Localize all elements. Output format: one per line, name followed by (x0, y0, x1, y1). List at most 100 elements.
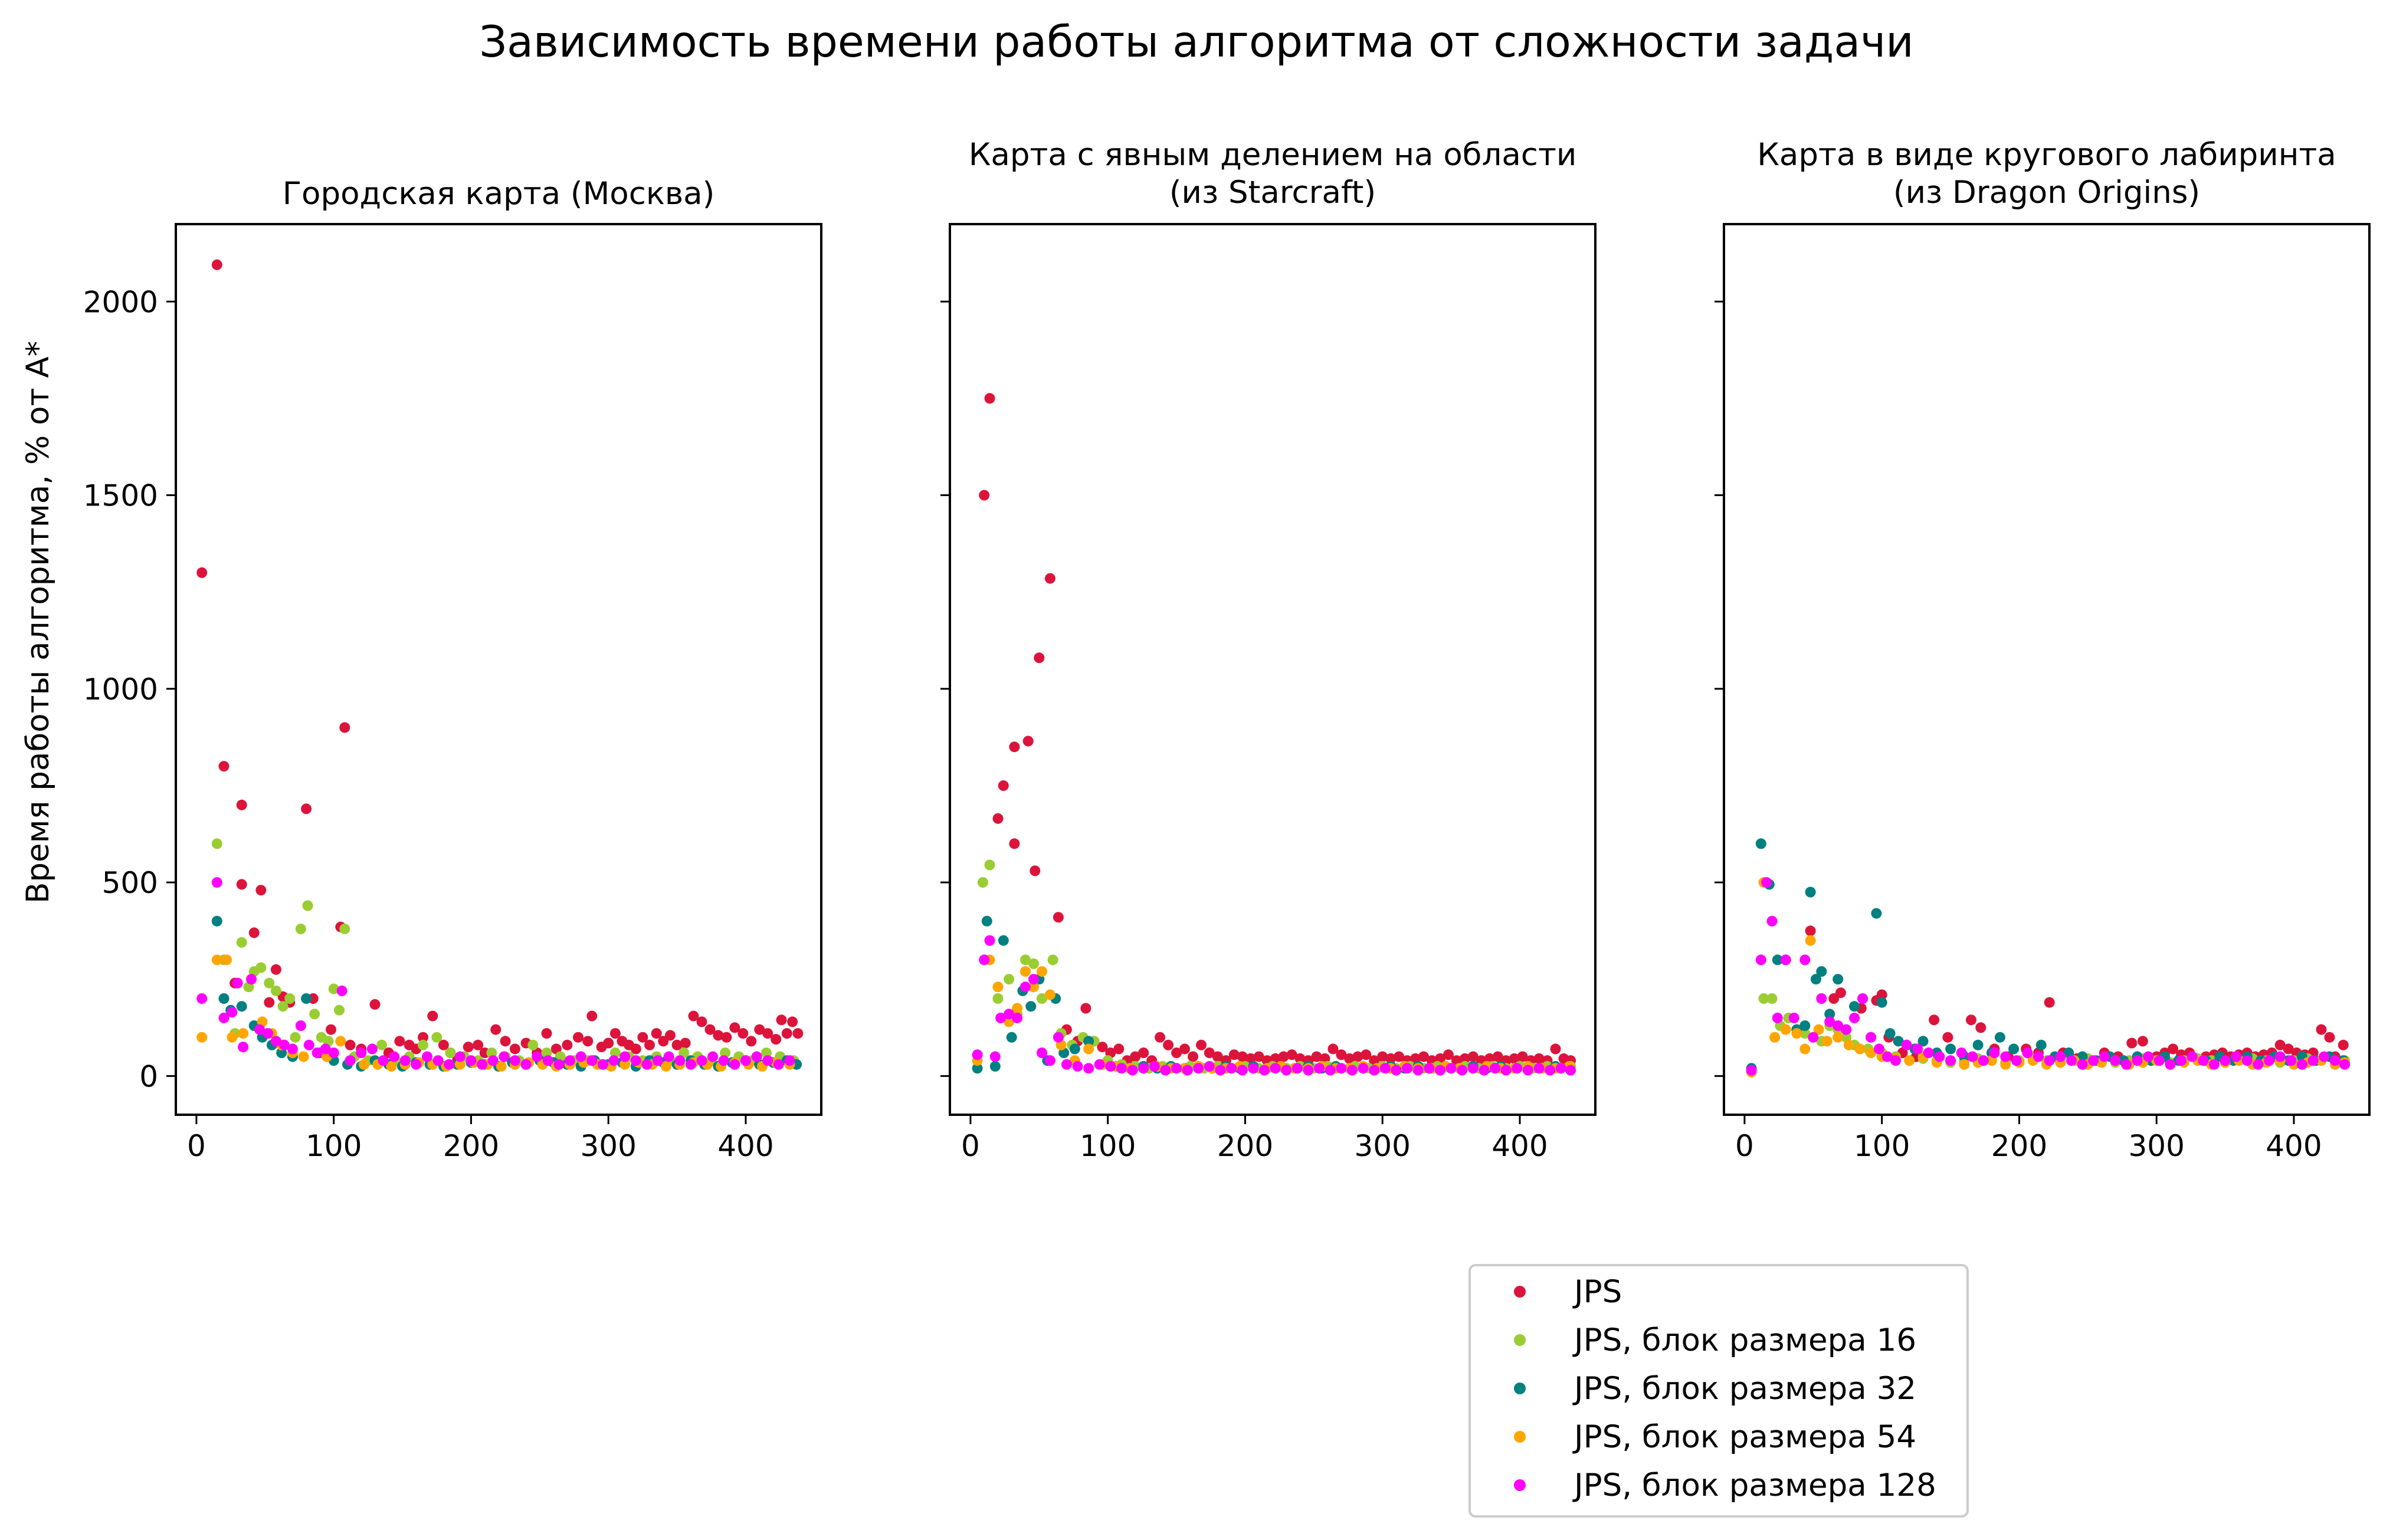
data-point (1083, 1043, 1094, 1055)
data-point (1512, 1063, 1523, 1074)
data-point (1876, 997, 1887, 1008)
legend-label: JPS, блок размера 16 (1572, 1322, 1916, 1358)
x-tick-label: 400 (1491, 1129, 1548, 1163)
data-point (573, 1032, 584, 1043)
data-point (1022, 735, 1034, 747)
data-point (227, 1007, 238, 1017)
data-point (477, 1059, 488, 1070)
data-point (979, 490, 990, 501)
data-point (196, 993, 208, 1004)
data-point (1813, 1024, 1824, 1035)
data-point (1490, 1063, 1501, 1074)
data-point (1385, 1053, 1397, 1064)
legend-item-block-32: JPS, блок размера 32 (1514, 1371, 1916, 1407)
data-point (335, 1036, 346, 1047)
data-point (339, 722, 350, 733)
legend-marker (1514, 1383, 1526, 1394)
data-point (989, 1051, 1001, 1062)
data-point (1281, 1065, 1292, 1076)
data-point (255, 962, 267, 973)
data-point (2283, 1043, 2294, 1055)
data-point (255, 885, 267, 896)
data-point (264, 977, 275, 989)
data-point (1155, 1032, 1166, 1043)
data-point (2286, 1055, 2297, 1066)
data-point (1072, 1060, 1083, 1072)
data-point (1994, 1032, 2005, 1043)
x-tick-label: 200 (443, 1129, 499, 1163)
data-point (1215, 1065, 1226, 1076)
data-point (1025, 1001, 1037, 1012)
data-point (784, 1055, 795, 1066)
data-point (2338, 1039, 2349, 1050)
data-point (1237, 1065, 1248, 1076)
data-point (597, 1059, 608, 1070)
axes-frame (175, 223, 822, 1116)
legend-item-jps: JPS (1514, 1274, 1622, 1310)
data-point (1761, 877, 1772, 888)
data-point (718, 1055, 729, 1066)
data-point (2296, 1059, 2307, 1070)
data-point (721, 1032, 732, 1043)
data-point (1772, 1012, 1783, 1023)
data-point (754, 1024, 765, 1035)
data-point (781, 1028, 792, 1039)
data-point (1758, 993, 1769, 1004)
data-point (1171, 1048, 1182, 1058)
data-point (1912, 1043, 1923, 1055)
subplot-title: Городская карта (Москва) (283, 176, 715, 212)
data-point (1945, 1043, 1956, 1055)
data-point (309, 1009, 320, 1020)
data-point (1780, 954, 1791, 966)
data-point (995, 1012, 1007, 1023)
data-point (1766, 993, 1778, 1004)
subplot-title: (из Starcraft) (1169, 175, 1376, 211)
data-point (1833, 1020, 1844, 1031)
data-point (762, 1028, 773, 1039)
data-point (2329, 1055, 2340, 1066)
x-tick-label: 100 (1080, 1129, 1136, 1163)
data-point (328, 1048, 339, 1058)
data-point (1805, 925, 1816, 937)
legend-label: JPS, блок размера 54 (1572, 1419, 1916, 1455)
data-point (277, 1001, 289, 1012)
data-point (661, 1060, 671, 1072)
data-point (2126, 1037, 2138, 1049)
data-point (1816, 966, 1827, 977)
data-point (236, 879, 247, 890)
data-point (1311, 1051, 1322, 1062)
data-point (1871, 908, 1882, 919)
data-point (1443, 1049, 1454, 1060)
data-point (1966, 1014, 1976, 1026)
data-point (2066, 1055, 2077, 1066)
data-point (671, 1039, 683, 1050)
data-point (211, 259, 222, 270)
data-point (619, 1059, 631, 1070)
data-point (221, 954, 232, 966)
data-point (1028, 981, 1039, 993)
data-point (334, 1004, 345, 1016)
data-point (1303, 1065, 1314, 1076)
subplot-1: Городская карта (Москва) 0 100 200 300 400 0 50… (83, 176, 822, 1163)
data-point (1325, 1065, 1336, 1076)
data-point (1799, 1043, 1811, 1055)
data-point (740, 1055, 751, 1066)
data-point (278, 1039, 290, 1050)
data-point (2000, 1059, 2011, 1070)
data-point (1044, 989, 1055, 1000)
data-point (211, 954, 222, 966)
data-point (1457, 1065, 1468, 1076)
data-point (984, 859, 995, 871)
x-tick-label: 200 (1991, 1129, 2047, 1163)
data-point (1179, 1043, 1190, 1055)
data-point (2033, 1051, 2044, 1062)
data-point (1394, 1051, 1405, 1062)
figure-title: Зависимость времени работы алгоритма от … (479, 17, 1913, 67)
data-point (1445, 1063, 1457, 1074)
data-point (345, 1039, 356, 1050)
data-point (356, 1048, 367, 1058)
data-point (1278, 1051, 1289, 1062)
data-point (1204, 1060, 1215, 1072)
data-point (1766, 915, 1778, 927)
data-point (339, 923, 350, 934)
